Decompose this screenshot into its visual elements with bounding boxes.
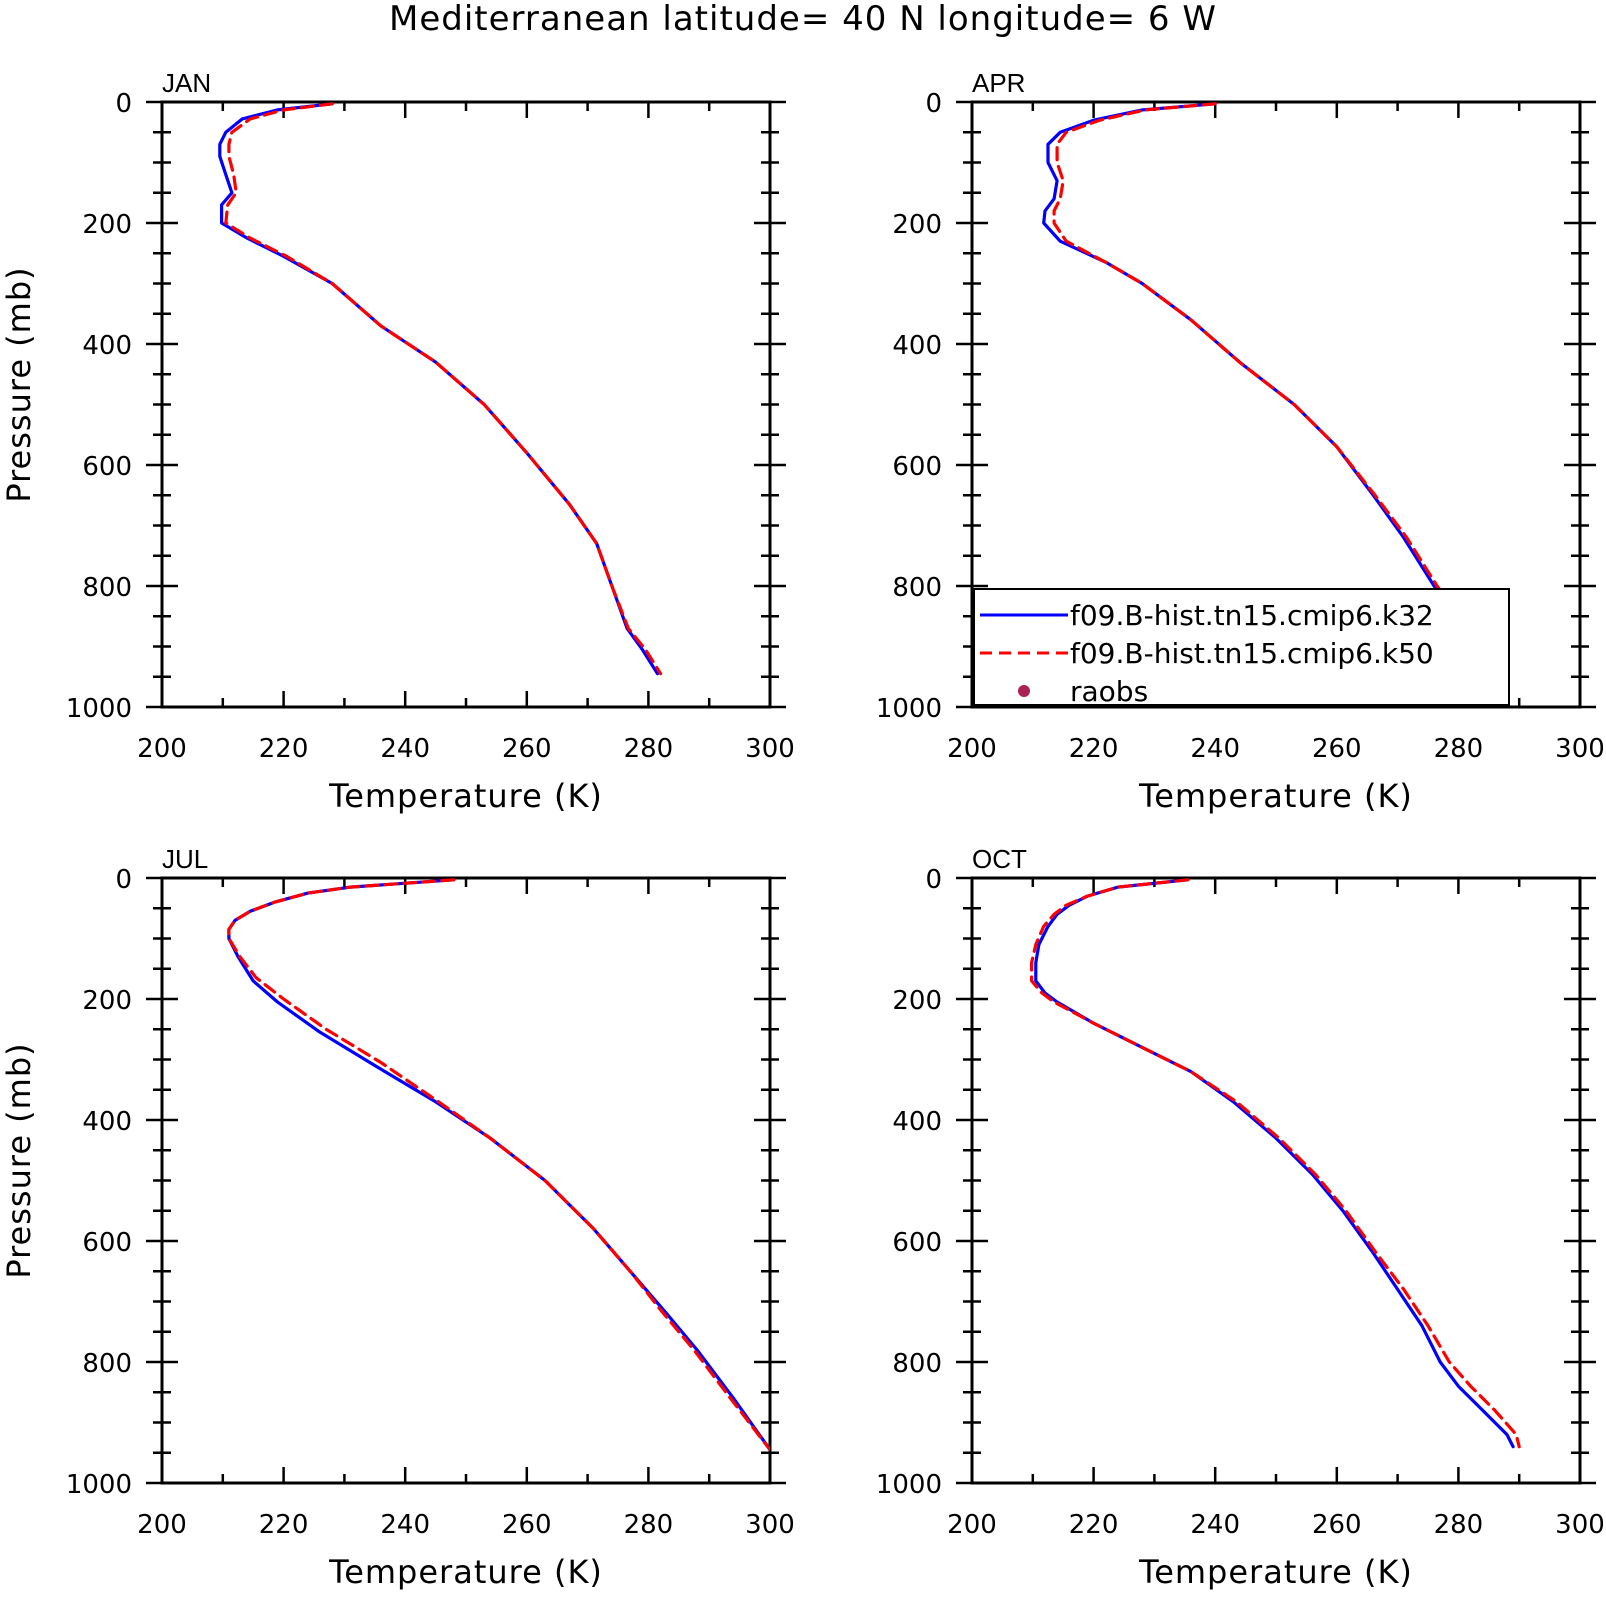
x-axis-label: Temperature (K) [1138,1553,1413,1591]
y-tick-label: 1000 [876,1470,942,1500]
x-tick-label: 240 [380,734,430,764]
x-axis-label: Temperature (K) [328,1553,603,1591]
x-tick-label: 300 [1555,734,1605,764]
panel-label: JAN [162,68,211,98]
y-tick-label: 400 [82,1107,132,1137]
chart-panel-jul: 200 220 240 260 280 300 0 200 400 600 800 1000 JUL Te… [0,844,795,1591]
chart-panel-apr: 200 220 240 260 280 300 0 200 400 600 800 1000 APR Te… [876,68,1605,815]
x-tick-label: 280 [1434,1510,1484,1540]
series-line-f09-b-hist-tn15-cmip6-k50 [227,878,770,1452]
legend-entry-label: raobs [1070,675,1148,708]
x-tick-label: 200 [947,734,997,764]
y-tick-label: 200 [82,986,132,1016]
y-tick-label: 600 [892,452,942,482]
x-tick-label: 260 [502,1510,552,1540]
y-tick-label: 1000 [876,694,942,724]
legend-entry-label: f09.B-hist.tn15.cmip6.k50 [1070,637,1434,670]
y-tick-label: 200 [892,210,942,240]
y-tick-label: 0 [925,865,942,895]
y-tick-label: 600 [892,1228,942,1258]
y-tick-label: 400 [892,1107,942,1137]
panel-label: JUL [162,844,208,874]
x-tick-label: 200 [137,1510,187,1540]
y-tick-label: 600 [82,452,132,482]
x-tick-label: 240 [1190,1510,1240,1540]
x-tick-label: 200 [137,734,187,764]
y-tick-label: 200 [82,210,132,240]
x-tick-label: 260 [502,734,552,764]
x-tick-label: 240 [380,1510,430,1540]
series-line-f09-b-hist-tn15-cmip6-k32 [227,878,770,1452]
x-tick-label: 220 [259,734,309,764]
x-tick-label: 220 [1069,734,1119,764]
y-tick-label: 1000 [66,1470,132,1500]
x-tick-label: 300 [745,734,795,764]
y-tick-label: 200 [892,986,942,1016]
x-tick-label: 260 [1312,1510,1362,1540]
legend: f09.B-hist.tn15.cmip6.k32 f09.B-hist.tn15… [973,588,1510,708]
y-tick-label: 800 [892,573,942,603]
x-tick-label: 260 [1312,734,1362,764]
y-axis-label: Pressure (mb) [0,1042,38,1278]
y-tick-label: 400 [82,331,132,361]
chart-panel-oct: 200 220 240 260 280 300 0 200 400 600 800 1000 OCT Te… [876,844,1605,1591]
series-line-f09-b-hist-tn15-cmip6-k32 [1034,878,1515,1449]
y-tick-label: 1000 [66,694,132,724]
y-tick-label: 800 [82,1349,132,1379]
x-axis-label: Temperature (K) [1138,777,1413,815]
legend-entry-label: f09.B-hist.tn15.cmip6.k32 [1070,599,1434,632]
x-axis-label: Temperature (K) [328,777,603,815]
x-tick-label: 240 [1190,734,1240,764]
x-tick-label: 200 [947,1510,997,1540]
legend-box [973,588,1510,706]
y-tick-label: 0 [115,865,132,895]
legend-marker [1018,685,1030,697]
plot-frame [160,100,772,709]
y-tick-label: 0 [115,89,132,119]
y-tick-label: 600 [82,1228,132,1258]
x-tick-label: 280 [1434,734,1484,764]
y-tick-label: 800 [892,1349,942,1379]
x-tick-label: 220 [259,1510,309,1540]
y-tick-label: 400 [892,331,942,361]
y-tick-label: 0 [925,89,942,119]
series-line-f09-b-hist-tn15-cmip6-k50 [1029,878,1521,1449]
plot-frame [970,876,1582,1485]
panel-label: OCT [972,844,1027,874]
series-line-f09-b-hist-tn15-cmip6-k50 [1052,102,1503,673]
x-tick-label: 300 [1555,1510,1605,1540]
y-axis-label: Pressure (mb) [0,266,38,502]
x-tick-label: 280 [624,1510,674,1540]
x-tick-label: 280 [624,734,674,764]
figure-title: Mediterranean latitude= 40 N longitude= … [389,0,1217,39]
plot-frame [160,876,772,1485]
x-tick-label: 300 [745,1510,795,1540]
series-line-f09-b-hist-tn15-cmip6-k50 [224,102,663,676]
panel-label: APR [972,68,1025,98]
chart-panel-jan: 200 220 240 260 280 300 0 200 400 600 800 1000 JAN Te… [0,68,795,815]
y-tick-label: 800 [82,573,132,603]
series-line-f09-b-hist-tn15-cmip6-k32 [218,102,660,676]
x-tick-label: 220 [1069,1510,1119,1540]
